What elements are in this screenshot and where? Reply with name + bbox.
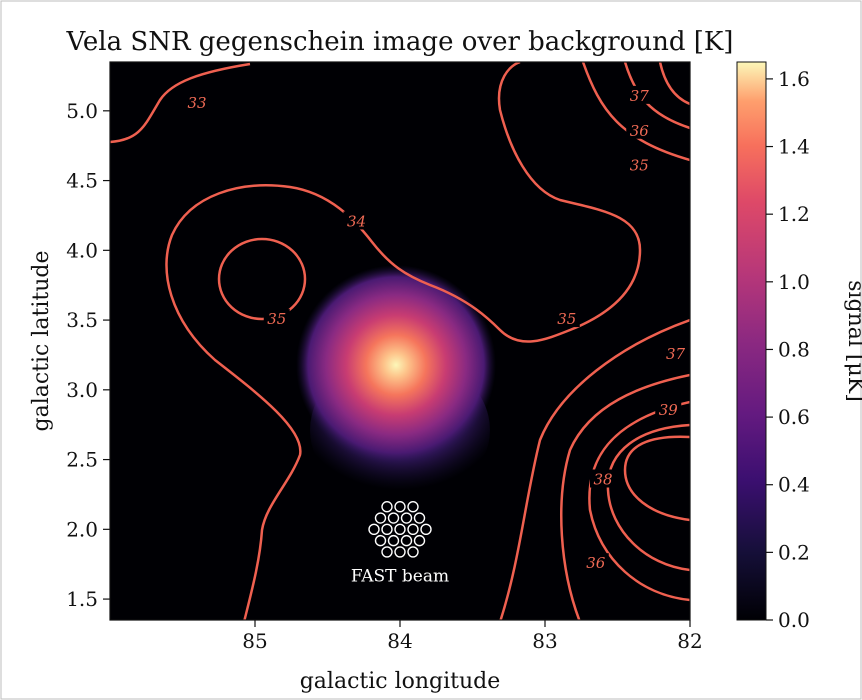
contour-label-bg: [626, 120, 653, 139]
contour-label-bg: [626, 155, 653, 174]
contour-35-ring: [217, 237, 307, 321]
beam-circle: [400, 512, 413, 524]
contour-label-bg: [553, 309, 580, 328]
x-tick-label: 84: [387, 629, 412, 653]
contour-label: 39: [659, 401, 679, 419]
colorbar-tick-label: 0.6: [778, 405, 810, 429]
contour-label-bg: [590, 469, 616, 488]
colorbar-tick-label: 1.2: [778, 202, 810, 226]
chart-title: Vela SNR gegenschein image over backgrou…: [66, 27, 734, 57]
contour-label: 35: [630, 157, 649, 175]
beam-circle: [407, 501, 419, 513]
signal-blob: [296, 265, 496, 465]
y-tick-label: 5.0: [66, 99, 98, 123]
contour-label-bg: [343, 211, 370, 230]
contour-label: 33: [187, 94, 206, 112]
colorbar-tick-label: 0.4: [778, 473, 810, 497]
beam-circle: [374, 512, 387, 524]
beam-circle: [413, 512, 426, 524]
y-tick-label: 3.5: [66, 308, 98, 332]
plot-content: 33 34 35 37 36 35 35 37 39 38 36 FAST beam: [110, 62, 690, 620]
contour-label: 35: [557, 310, 576, 328]
contour-label-bg: [655, 399, 682, 418]
x-axis-ticks: 85 84 83 82: [242, 620, 703, 653]
beam-circle: [374, 534, 387, 547]
contour-label: 35: [267, 310, 286, 328]
y-tick-label: 4.5: [66, 169, 98, 193]
y-tick-label: 4.0: [66, 238, 98, 262]
x-tick-label: 83: [532, 629, 557, 653]
beam-circle: [407, 546, 419, 558]
beam-circle: [394, 501, 406, 513]
fast-beam-label: FAST beam: [351, 566, 449, 586]
contour-39-br: [623, 435, 690, 522]
beam-circle: [420, 523, 432, 536]
contour-label: 36: [586, 554, 606, 572]
contour-label-bg: [662, 343, 689, 362]
y-tick-label: 3.0: [66, 378, 98, 402]
contour-label: 36: [630, 122, 650, 140]
contour-label: 38: [593, 471, 612, 489]
contour-34: [165, 62, 642, 620]
beam-circle: [400, 534, 413, 547]
beam-circle: [413, 534, 426, 547]
beam-circle: [381, 523, 393, 536]
contour-36-br: [560, 373, 690, 620]
y-axis-ticks: 1.5 2.0 2.5 3.0 3.5 4.0 4.5 5.0: [66, 99, 110, 611]
colorbar: [736, 61, 767, 621]
x-tick-label: 82: [677, 629, 702, 653]
beam-circle: [407, 523, 419, 536]
y-tick-label: 2.5: [66, 448, 98, 472]
colorbar-tick-label: 1.6: [778, 67, 810, 91]
beam-circle: [381, 501, 393, 513]
contour-37-br: [588, 400, 690, 602]
contour-33: [110, 62, 251, 144]
colorbar-tick-label: 0.0: [778, 608, 810, 632]
colorbar-tick-label: 1.0: [778, 270, 810, 294]
beam-circle: [387, 512, 400, 524]
contour-37-top: [658, 62, 690, 106]
beam-circle: [387, 534, 400, 547]
x-tick-label: 85: [242, 629, 267, 653]
x-axis-label: galactic longitude: [300, 669, 501, 694]
fast-beam: [368, 501, 432, 558]
contour-labels: 33 34 35 37 36 35 35 37 39 38 36: [184, 85, 689, 572]
contour-label-bg: [626, 85, 653, 104]
contour-35-top: [581, 62, 690, 162]
contour-lines: [110, 62, 690, 620]
colorbar-tick-label: 0.8: [778, 337, 810, 361]
colorbar-ticks: 0.0 0.2 0.4 0.6 0.8 1.0 1.2 1.4 1.6: [766, 67, 810, 632]
contour-label: 37: [666, 345, 686, 363]
y-tick-label: 2.0: [66, 517, 98, 541]
y-axis-label: galactic latitude: [29, 250, 54, 431]
colorbar-label: signal [μK]: [843, 280, 862, 402]
beam-circle: [381, 546, 393, 558]
colorbar-tick-label: 1.4: [778, 135, 810, 159]
y-tick-label: 1.5: [66, 587, 98, 611]
colorbar-tick-label: 0.2: [778, 540, 810, 564]
beam-circle: [394, 523, 406, 536]
contour-38-br: [606, 423, 690, 572]
contour-label: 34: [347, 212, 366, 230]
contour-label-bg: [184, 92, 210, 111]
contour-label-bg: [263, 309, 290, 328]
contour-label-bg: [582, 553, 609, 572]
contour-35-br: [499, 318, 690, 620]
beam-circle: [368, 523, 380, 536]
beam-circle: [394, 546, 406, 558]
contour-label: 37: [630, 87, 650, 105]
